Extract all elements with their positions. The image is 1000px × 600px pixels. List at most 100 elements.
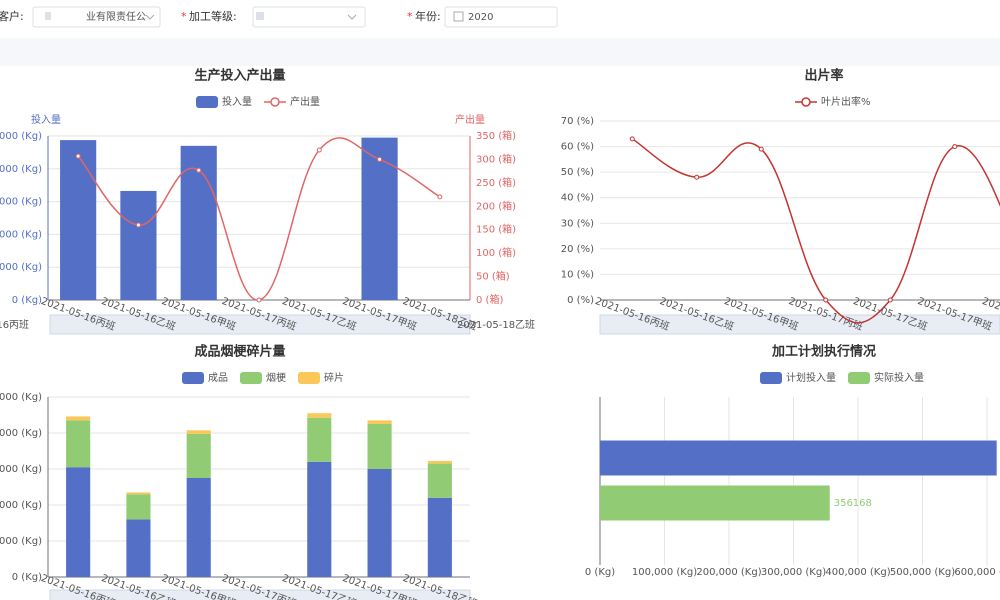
y-tick-label: 20 (%) xyxy=(561,244,594,255)
y-tick-label: 0 (Kg) xyxy=(12,295,42,306)
point xyxy=(823,297,829,303)
point xyxy=(758,146,764,152)
zoom-slider[interactable] xyxy=(49,589,471,600)
bar xyxy=(66,420,91,468)
point xyxy=(694,174,700,180)
slider-start-label: 2021-05-16丙班 xyxy=(0,319,29,331)
y-tick-label: 40,000 (Kg) xyxy=(0,229,42,240)
bar xyxy=(307,417,332,462)
y-tick-label: 50 (%) xyxy=(561,167,594,178)
bar xyxy=(600,440,997,476)
chart-title: 出片率 xyxy=(804,68,843,84)
customer-label: 客户: xyxy=(0,9,24,23)
zoom-slider[interactable] xyxy=(599,314,1000,335)
y-tick-label: 10 (%) xyxy=(561,269,594,280)
required-mark: * xyxy=(181,10,187,23)
point xyxy=(887,297,893,303)
legend-label: 叶片出率% xyxy=(821,95,871,108)
y-tick-label: 150 (箱) xyxy=(476,223,516,236)
bar xyxy=(186,430,211,434)
bar xyxy=(126,492,151,495)
bar xyxy=(66,416,91,421)
y-tick-label: 100 (箱) xyxy=(476,246,516,259)
masked xyxy=(256,12,264,20)
legend-label: 投入量 xyxy=(222,95,252,108)
y-tick-label: 0 (Kg) xyxy=(12,572,42,583)
customer-select[interactable] xyxy=(32,6,161,28)
y-tick-label: 350 (箱) xyxy=(476,129,516,142)
y-tick-label: 30 (%) xyxy=(561,218,594,229)
chart-title: 成品烟梗碎片量 xyxy=(194,344,285,360)
bar xyxy=(427,497,452,577)
x-tick-label: 600,000 (Kg) xyxy=(954,567,1000,578)
y-tick-label: 200 (箱) xyxy=(476,199,516,212)
y-tick-label: 300 (箱) xyxy=(476,152,516,165)
legend-marker xyxy=(270,97,280,107)
bar xyxy=(307,413,332,418)
point xyxy=(135,222,141,228)
year-value: 2020 xyxy=(468,12,493,23)
legend-label: 烟梗 xyxy=(266,371,286,384)
chevron xyxy=(347,14,357,20)
legend-marker xyxy=(801,97,811,107)
legend-label: 实际投入量 xyxy=(874,371,924,384)
y-tick-label: 70 (%) xyxy=(561,116,594,127)
y-tick-label: 60 (%) xyxy=(561,142,594,153)
legend-label: 计划投入量 xyxy=(786,371,836,384)
bar xyxy=(186,433,211,478)
bar xyxy=(367,469,392,577)
y-tick-label: 60,000 (Kg) xyxy=(0,197,42,208)
legend-swatch xyxy=(182,372,204,384)
y-tick-label: 0 (箱) xyxy=(476,293,503,306)
bar xyxy=(307,461,332,577)
bar xyxy=(367,420,392,424)
bar xyxy=(427,463,452,498)
value-label: 356168 xyxy=(834,498,872,509)
y-tick-label: 100,000 (Kg) xyxy=(0,131,42,142)
x-tick-label: 400,000 (Kg) xyxy=(825,567,890,578)
y-tick-label: 250 (箱) xyxy=(476,176,516,189)
point xyxy=(256,297,262,303)
bar xyxy=(66,467,91,577)
bar xyxy=(186,478,211,577)
chart-title: 加工计划执行情况 xyxy=(771,344,876,360)
chart-title: 生产投入产出量 xyxy=(194,68,285,84)
masked xyxy=(45,12,51,20)
bar xyxy=(427,460,452,464)
x-tick-label: 200,000 (Kg) xyxy=(696,567,761,578)
grade-label: 加工等级: xyxy=(189,9,237,23)
y-tick-label: 0 (%) xyxy=(567,295,594,306)
bar xyxy=(367,424,392,469)
slider-end-label: 2021-05-18乙班 xyxy=(457,319,535,331)
point xyxy=(437,194,443,200)
y-axis-label: 投入量 xyxy=(31,113,61,126)
bar xyxy=(600,485,830,521)
bar xyxy=(126,519,151,577)
point xyxy=(75,153,81,159)
year-picker[interactable] xyxy=(444,6,558,28)
x-tick-label: 300,000 (Kg) xyxy=(761,567,826,578)
bar xyxy=(361,137,398,300)
legend-swatch xyxy=(760,372,782,384)
y-tick-label: 50 (箱) xyxy=(476,270,510,283)
legend-swatch xyxy=(196,96,218,108)
point xyxy=(952,144,958,150)
legend-label: 碎片 xyxy=(324,371,344,384)
legend-label: 产出量 xyxy=(290,95,320,108)
legend-swatch xyxy=(240,372,262,384)
point xyxy=(316,147,322,153)
toolbar-band xyxy=(0,38,1000,66)
year-label: 年份: xyxy=(415,9,441,23)
point xyxy=(629,136,635,142)
grade-select[interactable] xyxy=(252,6,366,28)
y-tick-label: 20,000 (Kg) xyxy=(0,262,42,273)
chevron xyxy=(145,14,155,20)
required-mark: * xyxy=(407,10,413,23)
zoom-slider[interactable] xyxy=(49,314,471,335)
customer-value: 业有限责任公 xyxy=(86,10,146,23)
y-tick-label: 80,000 (Kg) xyxy=(0,428,42,439)
x-tick-label: 0 (Kg) xyxy=(585,567,615,578)
point xyxy=(377,156,383,162)
